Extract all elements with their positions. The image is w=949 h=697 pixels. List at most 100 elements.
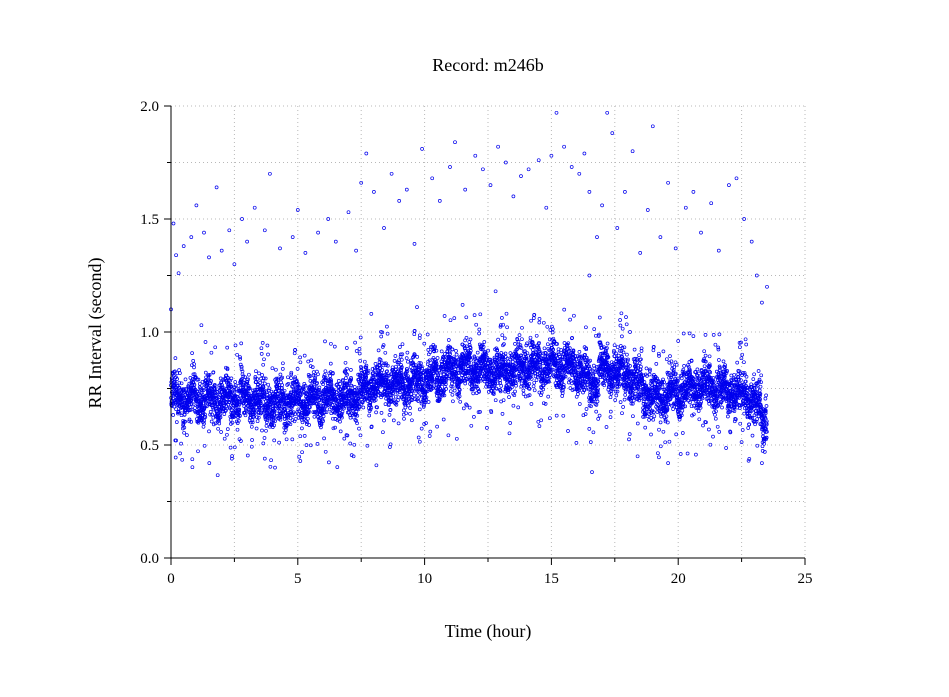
data-point — [237, 407, 242, 412]
data-point — [229, 376, 234, 381]
data-point — [250, 420, 255, 425]
data-point — [230, 420, 235, 425]
data-point — [349, 368, 353, 372]
chart-title: Record: m246b — [432, 55, 543, 75]
data-point — [236, 384, 241, 388]
data-point — [452, 388, 457, 393]
data-point — [454, 349, 458, 353]
data-point — [499, 384, 504, 388]
data-point — [597, 315, 602, 320]
data-point — [300, 450, 304, 455]
data-point — [416, 435, 421, 440]
data-point — [209, 379, 213, 383]
data-point — [448, 389, 453, 394]
data-point — [269, 389, 274, 394]
data-point — [435, 424, 439, 429]
data-point — [177, 380, 182, 385]
data-point — [225, 345, 230, 350]
data-point — [408, 365, 413, 369]
data-point — [584, 325, 588, 330]
data-point — [176, 409, 181, 414]
data-point — [275, 382, 280, 387]
data-point — [451, 399, 455, 404]
data-point — [408, 406, 412, 410]
data-point — [322, 373, 327, 377]
data-point — [531, 384, 536, 389]
data-point — [521, 388, 526, 393]
data-point — [264, 428, 268, 433]
data-point — [300, 426, 304, 431]
data-point — [239, 439, 243, 443]
data-point — [625, 352, 629, 357]
data-point — [493, 398, 498, 403]
data-point — [254, 369, 258, 374]
data-point — [200, 416, 204, 421]
data-point — [546, 394, 551, 399]
data-point — [239, 341, 244, 346]
data-point — [245, 453, 250, 458]
data-point — [448, 318, 453, 323]
data-point — [226, 382, 231, 386]
data-point — [249, 444, 254, 449]
data-point — [577, 402, 582, 406]
data-point — [178, 451, 182, 456]
data-point — [357, 351, 362, 356]
data-point — [622, 397, 627, 402]
data-point — [213, 393, 218, 398]
data-point — [410, 418, 414, 423]
data-point — [358, 433, 363, 438]
data-point — [520, 325, 524, 330]
data-point — [175, 377, 179, 381]
data-point — [225, 432, 229, 437]
data-point — [530, 348, 535, 352]
data-point — [203, 340, 208, 344]
data-point — [295, 367, 300, 371]
data-point — [253, 391, 257, 395]
data-point — [228, 390, 233, 394]
data-point — [207, 461, 212, 465]
data-point — [259, 403, 263, 408]
data-point — [239, 378, 244, 382]
data-point — [269, 458, 273, 463]
data-point — [230, 401, 234, 405]
data-point — [235, 352, 239, 357]
data-point — [209, 350, 214, 355]
data-point — [298, 360, 303, 365]
data-point — [258, 380, 262, 385]
data-point — [532, 380, 537, 385]
data-point — [262, 436, 267, 440]
data-point — [231, 410, 235, 415]
data-point — [191, 402, 196, 407]
data-point — [452, 316, 457, 320]
data-point — [537, 317, 542, 321]
data-point — [236, 418, 241, 423]
data-point — [268, 464, 273, 469]
data-point — [237, 410, 242, 414]
data-point — [475, 350, 480, 355]
data-point — [222, 436, 227, 441]
data-point — [584, 407, 589, 411]
data-point — [179, 381, 184, 386]
data-point — [374, 410, 378, 415]
data-point — [228, 445, 233, 450]
data-point — [461, 406, 466, 411]
data-point — [572, 313, 576, 318]
data-point — [196, 449, 200, 454]
data-point — [392, 359, 397, 363]
data-point — [173, 369, 177, 374]
data-point — [478, 312, 483, 317]
data-point — [500, 333, 505, 338]
data-point — [306, 359, 311, 364]
data-point — [222, 412, 227, 416]
data-point — [412, 332, 417, 337]
data-point — [255, 377, 260, 381]
data-point — [207, 373, 212, 377]
data-point — [620, 346, 625, 350]
data-point — [274, 367, 278, 372]
data-point — [577, 350, 582, 354]
data-point — [536, 419, 541, 424]
data-point — [393, 354, 398, 358]
data-point — [177, 368, 181, 372]
data-point — [264, 388, 269, 393]
data-point — [232, 445, 237, 450]
